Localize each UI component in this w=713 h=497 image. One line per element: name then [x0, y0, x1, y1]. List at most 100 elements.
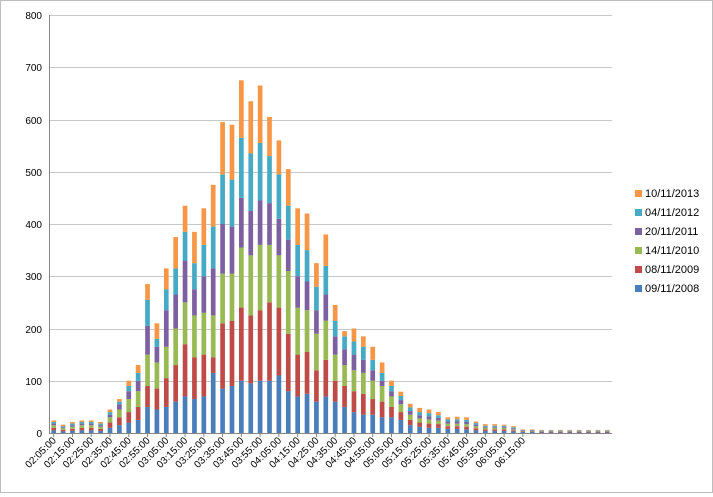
bar-segment [511, 429, 516, 431]
bar-segment [351, 391, 357, 413]
bar-segment [276, 307, 282, 376]
bar-segment [454, 421, 460, 424]
bar-segment [145, 284, 150, 300]
bar-segment [332, 304, 338, 321]
bar-segment [407, 425, 413, 433]
bar-segment [229, 385, 235, 433]
bar-segment [88, 430, 94, 433]
bar-segment [98, 422, 103, 424]
bar-segment [304, 250, 310, 282]
bar-segment [285, 333, 291, 392]
bar-segment [98, 423, 103, 426]
bar-segment [210, 268, 216, 316]
bar-segment [558, 431, 563, 433]
bar-segment [426, 416, 432, 420]
bar-segment [379, 417, 385, 433]
bar-segment [210, 315, 216, 358]
bar-segment [257, 244, 263, 311]
bar-segment [342, 406, 347, 434]
bar-segment [163, 346, 169, 379]
bar-segment [239, 137, 244, 198]
bar-segment [398, 395, 404, 401]
bar-segment [257, 380, 263, 433]
bar-segment [314, 263, 319, 287]
bar-segment [276, 218, 282, 256]
bar-segment [107, 422, 113, 428]
bar-segment [304, 393, 310, 433]
bar-segment [267, 302, 272, 381]
bar-segment [98, 428, 103, 431]
bar-segment [60, 427, 66, 429]
bar-segment [135, 372, 141, 381]
bar-segment [117, 409, 122, 418]
bar-segment [267, 203, 272, 245]
bar-segment [464, 419, 469, 423]
bar-segment [520, 430, 526, 431]
bar-segment [539, 431, 544, 433]
bar-segment [604, 432, 610, 433]
bar-segment [201, 244, 207, 277]
bar-segment [79, 423, 85, 426]
bar-segment [135, 406, 141, 420]
bar-segment [107, 427, 113, 433]
bar-segment [126, 391, 132, 400]
bar-segment [332, 380, 338, 402]
bar-segment [370, 380, 376, 400]
bar-segment [436, 417, 441, 421]
bar-segment [501, 426, 507, 428]
bar-segment [417, 407, 422, 413]
bar-segment [98, 425, 103, 427]
bar-segment [60, 424, 66, 427]
bar-segment [285, 239, 291, 272]
bar-segment [567, 429, 573, 431]
bar-segment [98, 426, 103, 429]
bar-segment [239, 197, 244, 248]
bar-segment [342, 349, 347, 366]
bar-segment [220, 224, 225, 274]
bar-segment [323, 265, 329, 295]
bar-segment [482, 430, 488, 433]
bar-segment [79, 420, 85, 423]
bar-segment [60, 428, 66, 430]
bar-segment [79, 427, 85, 431]
y-tick-label: 400 [25, 220, 42, 231]
bar-segment [389, 391, 394, 397]
bar-segment [576, 430, 582, 432]
bar-segment [567, 431, 573, 433]
bar-segment [398, 419, 404, 433]
bar-segment [229, 273, 235, 321]
bar-segment [285, 271, 291, 334]
bar-segment [145, 385, 150, 407]
bar-segment [473, 421, 479, 424]
bar-segment [276, 140, 282, 175]
bar-segment [220, 122, 225, 175]
bar-segment [576, 430, 582, 431]
bar-segment [445, 417, 451, 420]
bar-segment [248, 315, 254, 384]
bar-segment [182, 260, 188, 303]
bar-segment [379, 385, 385, 402]
bar-segment [135, 365, 141, 373]
bar-segment [586, 430, 591, 432]
bar-segment [361, 336, 366, 347]
bar-segment [520, 430, 526, 432]
bar-segment [445, 421, 451, 424]
bar-segment [558, 429, 563, 431]
bar-segment [295, 396, 300, 433]
bar-segment [220, 388, 225, 433]
bar-segment [126, 412, 132, 423]
bar-segment [192, 357, 197, 400]
bar-segment [548, 432, 554, 433]
bar-segment [332, 336, 338, 355]
bar-segment [558, 432, 563, 433]
bar-segment [314, 286, 319, 311]
bar-segment [248, 210, 254, 256]
bar-segment [257, 200, 263, 245]
bar-segment [88, 422, 94, 424]
bar-segment [361, 359, 366, 373]
bar-segment [314, 333, 319, 371]
bar-segment [407, 419, 413, 426]
bar-segment [464, 424, 469, 427]
bar-segment [482, 424, 488, 426]
